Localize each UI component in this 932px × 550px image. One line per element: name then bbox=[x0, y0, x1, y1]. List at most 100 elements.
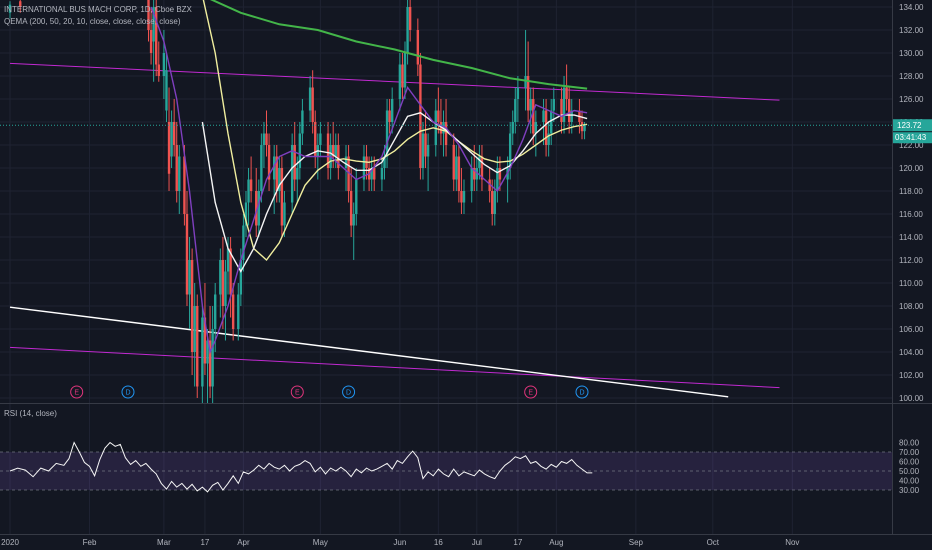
candle bbox=[347, 145, 350, 203]
candle-body bbox=[172, 122, 176, 145]
price-tick-label: 116.00 bbox=[899, 210, 923, 219]
candle-body bbox=[547, 133, 550, 145]
candle bbox=[362, 145, 366, 191]
candle bbox=[175, 122, 178, 203]
candle bbox=[401, 53, 404, 99]
candle-body bbox=[444, 122, 448, 145]
candle bbox=[265, 110, 268, 157]
candle-body bbox=[401, 64, 404, 88]
rsi-tick-label: 40.00 bbox=[899, 477, 920, 486]
candle-body bbox=[296, 168, 299, 180]
time-tick-label: 2020 bbox=[1, 538, 19, 547]
candle-body bbox=[347, 156, 350, 191]
price-tick-label: 104.00 bbox=[899, 348, 924, 357]
candle-body bbox=[237, 294, 240, 329]
rsi-title: RSI (14, close) bbox=[4, 409, 57, 418]
candle bbox=[442, 110, 445, 157]
candle-body bbox=[565, 87, 568, 99]
candle bbox=[301, 99, 304, 145]
candle-body bbox=[275, 156, 278, 191]
candle-body bbox=[508, 133, 512, 168]
candle-body bbox=[406, 7, 409, 53]
candle-body bbox=[147, 0, 150, 30]
candle bbox=[242, 214, 245, 272]
candle-body bbox=[470, 168, 473, 191]
rsi-line bbox=[9, 441, 593, 493]
time-tick-label: Jul bbox=[472, 538, 482, 547]
rsi-band-layer bbox=[0, 451, 892, 491]
candle-body bbox=[457, 156, 461, 191]
candle-body bbox=[475, 168, 479, 180]
candle-body bbox=[334, 145, 337, 157]
candle bbox=[219, 248, 222, 318]
time-tick-label: 17 bbox=[513, 538, 522, 547]
candle bbox=[373, 156, 376, 191]
rsi-line-layer bbox=[9, 441, 593, 493]
candle-body bbox=[183, 156, 186, 214]
time-tick-label: Apr bbox=[237, 538, 250, 547]
price-tick-label: 134.00 bbox=[899, 3, 924, 12]
candle bbox=[290, 133, 294, 214]
countdown-tag bbox=[893, 132, 932, 144]
candle-body bbox=[570, 110, 573, 122]
candle bbox=[344, 145, 348, 191]
candle-body bbox=[478, 156, 481, 168]
candle-body bbox=[439, 122, 443, 134]
candle bbox=[355, 168, 358, 226]
candle-body bbox=[265, 133, 268, 145]
candle bbox=[147, 0, 150, 42]
candle-body bbox=[473, 168, 476, 180]
candle-body bbox=[421, 133, 425, 168]
candle bbox=[257, 179, 261, 237]
candle bbox=[542, 99, 545, 145]
candle-body bbox=[247, 179, 250, 203]
candle-body bbox=[280, 168, 284, 226]
candle-body bbox=[290, 145, 294, 203]
candle bbox=[178, 145, 181, 214]
candle bbox=[260, 133, 263, 203]
candle bbox=[278, 156, 281, 203]
candle bbox=[406, 0, 409, 65]
candle-body bbox=[455, 156, 458, 180]
time-tick-label: 16 bbox=[434, 538, 443, 547]
candle bbox=[552, 87, 555, 122]
candle bbox=[567, 87, 571, 134]
chart-subtitle: QEMA (200, 50, 20, 10, close, close, clo… bbox=[4, 17, 181, 26]
event-marker-circle bbox=[575, 385, 589, 399]
candle-body bbox=[201, 317, 204, 387]
candle-body bbox=[203, 317, 207, 364]
candle-body bbox=[352, 214, 355, 226]
candle bbox=[560, 87, 563, 134]
candle bbox=[201, 306, 204, 403]
candle-body bbox=[226, 248, 230, 272]
candle-body bbox=[437, 110, 440, 122]
candle-body bbox=[349, 191, 353, 226]
candle-body bbox=[560, 99, 563, 122]
candle-body bbox=[278, 168, 281, 191]
candle bbox=[416, 18, 420, 76]
candle bbox=[314, 110, 317, 168]
candle bbox=[165, 53, 168, 122]
candle bbox=[385, 99, 389, 168]
candle-body bbox=[19, 1, 22, 7]
candle bbox=[188, 237, 191, 329]
candle-body bbox=[529, 99, 532, 111]
candle-body bbox=[398, 64, 402, 99]
candle-body bbox=[167, 122, 171, 174]
candle bbox=[229, 237, 232, 318]
candle bbox=[283, 191, 286, 237]
candle-body bbox=[224, 271, 227, 306]
candle-body bbox=[165, 70, 168, 111]
candle bbox=[237, 283, 240, 341]
trendlines bbox=[9, 62, 780, 398]
candle-body bbox=[524, 76, 527, 88]
candle bbox=[334, 133, 337, 168]
candle-body bbox=[567, 99, 571, 122]
candle bbox=[457, 145, 461, 203]
candle-body bbox=[193, 306, 196, 352]
time-tick-label: Sep bbox=[629, 538, 644, 547]
ma-10-line bbox=[150, 6, 588, 355]
